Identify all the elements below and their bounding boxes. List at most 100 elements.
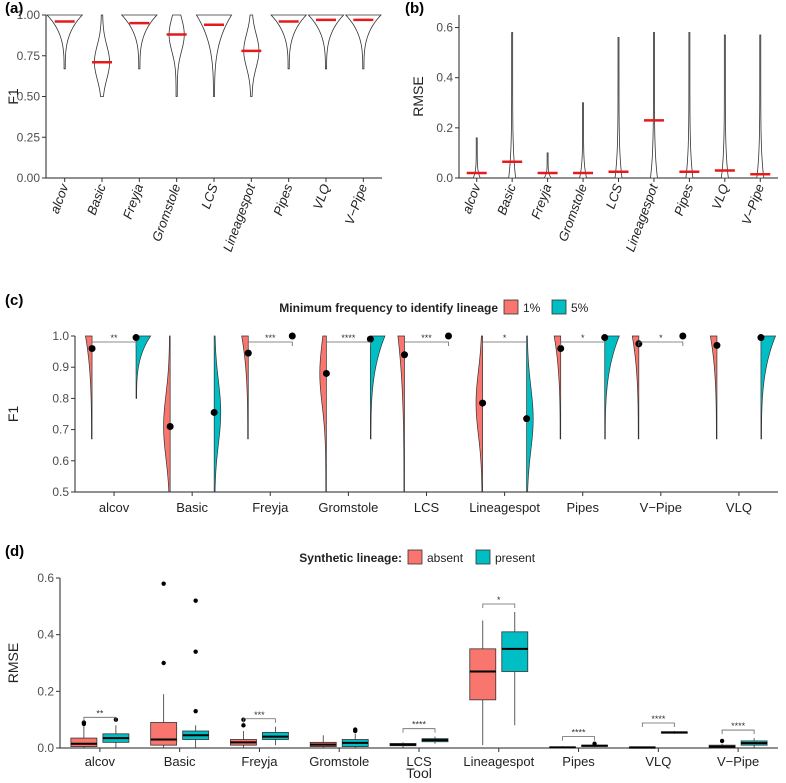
significance-label: * — [581, 333, 585, 343]
significance-bracket — [560, 341, 606, 346]
violin-5pct — [526, 335, 534, 493]
box-absent — [469, 648, 497, 701]
violin-5pct — [213, 335, 222, 493]
significance-label: * — [659, 333, 663, 343]
x-tick-label: LCS — [414, 500, 440, 515]
mean-point — [288, 332, 296, 340]
significance-bracket — [402, 728, 436, 733]
x-tick-label: V−Pipe — [739, 182, 768, 227]
legend-label-present: present — [495, 551, 536, 565]
violin-shape — [195, 14, 233, 97]
violin-1pct — [475, 335, 483, 493]
y-axis-title: RMSE — [410, 76, 426, 116]
violin-shape — [508, 32, 517, 179]
mean-point — [523, 415, 531, 423]
significance-bracket — [482, 341, 528, 346]
y-tick-label: 0.6 — [52, 454, 69, 468]
panel-label-a: (a) — [5, 0, 23, 17]
y-axis-title: RMSE — [5, 643, 21, 683]
legend-label-absent: absent — [427, 551, 464, 565]
box-present — [501, 631, 529, 672]
mean-point — [557, 344, 565, 352]
significance-label: *** — [265, 333, 276, 343]
violin-5pct — [604, 335, 620, 440]
significance-label: * — [497, 595, 501, 605]
x-tick-label: Basic — [164, 754, 196, 769]
legend-title: Minimum frequency to identify lineage — [279, 301, 498, 315]
significance-bracket — [404, 341, 449, 346]
y-tick-label: 0.25 — [17, 130, 41, 144]
significance-label: **** — [572, 728, 587, 738]
violin-1pct — [241, 335, 249, 440]
violin-shape — [344, 14, 382, 70]
significance-label: **** — [341, 333, 356, 343]
x-tick-label: V−Pipe — [640, 500, 682, 515]
violin-shape — [307, 14, 345, 70]
x-tick-label: Pipes — [566, 500, 599, 515]
violin-5pct — [760, 335, 777, 440]
mean-point — [132, 334, 140, 342]
violin-shape — [579, 102, 588, 179]
x-tick-label: Basic — [176, 500, 208, 515]
significance-label: * — [503, 333, 507, 343]
significance-bracket — [243, 718, 276, 723]
violin-1pct — [85, 335, 93, 440]
significance-label: ** — [96, 708, 104, 718]
violin-shape — [543, 152, 552, 179]
y-axis-title: F1 — [5, 88, 21, 105]
legend-swatch-absent — [407, 549, 423, 565]
mean-point — [601, 334, 609, 342]
violin-shape — [168, 14, 185, 97]
x-tick-label: Gromstole — [309, 754, 369, 769]
legend-label-5pct: 5% — [571, 301, 589, 315]
x-tick-label: Basic — [494, 181, 519, 216]
outlier-point — [193, 598, 198, 603]
y-tick-label: 0.50 — [17, 90, 41, 104]
y-tick-label: 0.7 — [52, 423, 69, 437]
x-tick-label: VLQ — [709, 182, 732, 212]
outlier-point — [719, 738, 725, 744]
significance-label: **** — [412, 720, 427, 730]
violin-5pct — [370, 335, 386, 440]
y-tick-label: 0.2 — [37, 684, 54, 698]
legend-swatch-1pct — [503, 299, 519, 315]
significance-bracket — [638, 341, 684, 346]
mean-point — [244, 349, 252, 357]
outlier-point — [592, 741, 597, 746]
x-tick-label: Gromstole — [149, 182, 184, 243]
y-axis-title: F1 — [5, 406, 21, 423]
significance-label: ** — [111, 333, 119, 343]
y-tick-label: 1.0 — [52, 329, 69, 343]
outlier-point — [81, 721, 87, 727]
violin-shape — [472, 137, 481, 179]
mean-point — [445, 332, 452, 340]
x-tick-label: Lineagespot — [463, 754, 534, 769]
outlier-point — [193, 649, 198, 654]
x-axis-title: Tool — [406, 765, 432, 781]
mean-point — [401, 351, 408, 359]
significance-bracket — [247, 341, 293, 346]
significance-label: *** — [254, 710, 265, 720]
significance-bracket — [91, 341, 137, 346]
y-tick-label: 0.4 — [37, 628, 54, 642]
x-tick-label: Lineagespot — [220, 181, 259, 254]
x-tick-label: alcov — [99, 500, 130, 515]
violin-shape — [270, 14, 308, 70]
x-tick-label: alcov — [85, 754, 116, 769]
x-tick-label: Lineagespot — [622, 181, 661, 254]
y-tick-label: 0.4 — [436, 71, 453, 85]
mean-point — [322, 369, 330, 377]
y-tick-label: 0.5 — [52, 485, 69, 499]
x-tick-label: Freyja — [252, 500, 289, 515]
violin-1pct — [397, 335, 405, 493]
box-absent — [70, 737, 98, 747]
panel-label-d: (d) — [5, 543, 24, 560]
outlier-point — [241, 723, 246, 728]
y-tick-label: 0.6 — [37, 571, 54, 585]
outlier-point — [353, 727, 358, 732]
violin-shape — [685, 32, 694, 179]
violin-shape — [756, 34, 765, 179]
outlier-point — [161, 660, 166, 666]
significance-label: **** — [651, 714, 666, 724]
significance-bracket — [325, 341, 371, 346]
